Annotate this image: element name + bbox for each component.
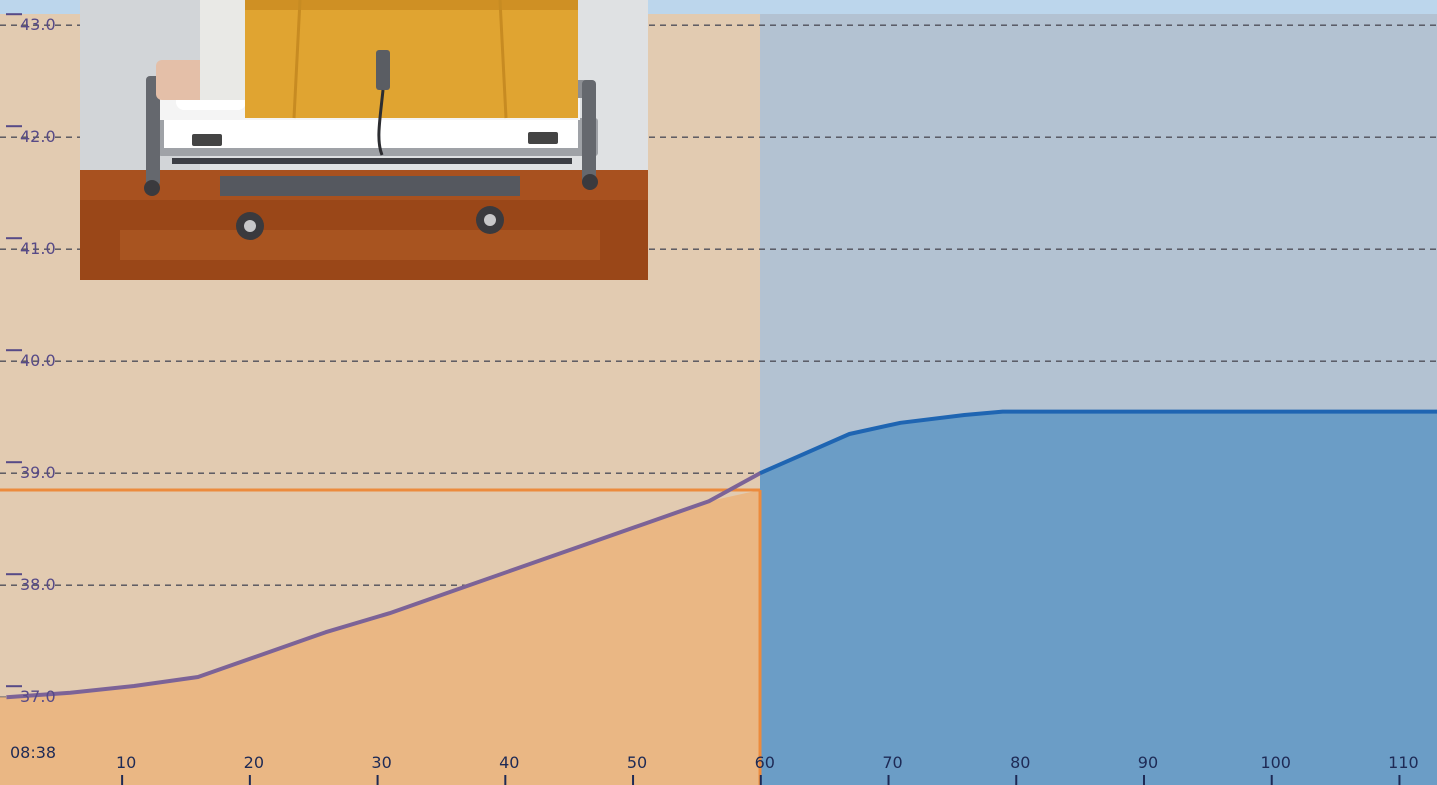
y-tick-label-39.0: 39.0 [20,463,56,482]
y-axis-ticks: 37.0 38.0 39.0 40.0 41.0 42.0 43.0 [6,13,56,706]
x-tick-label-100: 100 [1260,753,1291,772]
y-tick-label-37.0: 37.0 [20,687,56,706]
x-tick-label-110: 110 [1388,753,1419,772]
hospital-bed-photo [80,0,648,280]
x-tick-label-50: 50 [627,753,647,772]
y-tick-label-42.0: 42.0 [20,127,56,146]
x-tick-label-30: 30 [371,753,391,772]
area-fill-phase-2 [760,411,1437,785]
x-tick-label-90: 90 [1138,753,1158,772]
y-tick-label-41.0: 41.0 [20,239,56,258]
x-start-time-label: 08:38 [10,743,56,762]
y-tick-label-43.0: 43.0 [20,15,56,34]
series-line-phase-2 [759,409,1437,476]
x-tick-label-80: 80 [1010,753,1030,772]
x-tick-label-10: 10 [116,753,136,772]
x-tick-label-60: 60 [755,753,775,772]
series-line-phase-1 [6,471,761,700]
y-tick-label-40.0: 40.0 [20,351,56,370]
x-tick-label-70: 70 [882,753,902,772]
y-tick-label-38.0: 38.0 [20,575,56,594]
x-tick-label-20: 20 [244,753,264,772]
x-tick-label-40: 40 [499,753,519,772]
x-axis-ticks: 10 20 30 40 50 60 70 80 90 100 110 [116,753,1419,785]
area-fill-phase-1 [0,490,760,785]
